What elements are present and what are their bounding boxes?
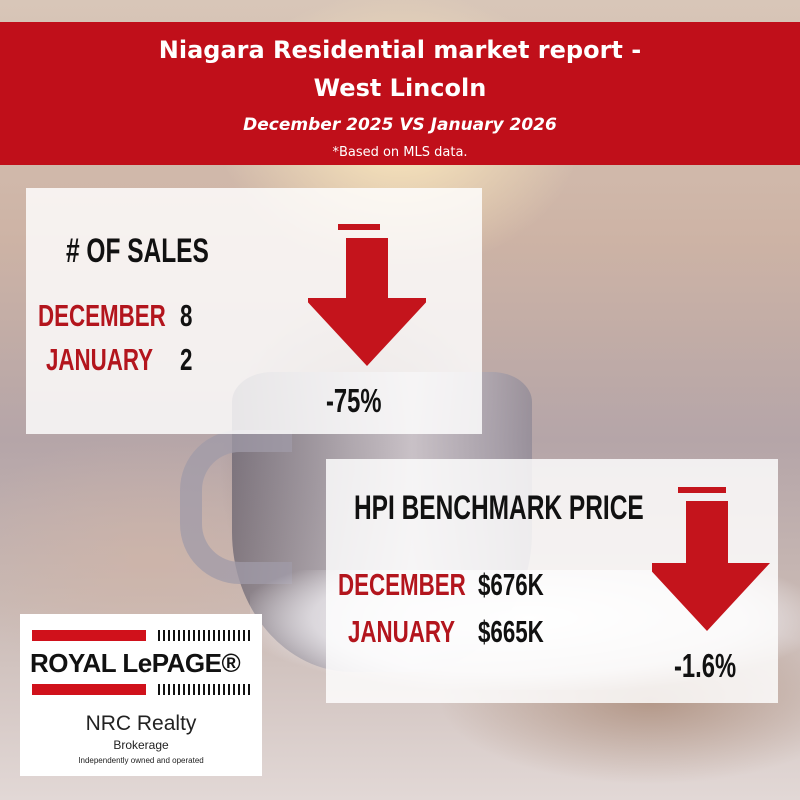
logo-barcode-stripes bbox=[158, 630, 250, 641]
sales-card: # OF SALES DECEMBER 8 JANUARY 2 -75% bbox=[26, 188, 482, 434]
logo-brand-name: ROYAL LePAGE® bbox=[30, 648, 241, 678]
logo-red-bar bbox=[32, 630, 146, 641]
down-arrow-icon bbox=[652, 487, 770, 631]
hpi-value: $676K bbox=[478, 567, 544, 602]
report-title-line2: West Lincoln bbox=[313, 74, 487, 102]
brokerage-logo: ROYAL LePAGE® NRC Realty Brokerage Indep… bbox=[20, 614, 262, 776]
logo-barcode-stripes bbox=[158, 684, 250, 695]
sales-value: 2 bbox=[180, 342, 193, 377]
title-banner: Niagara Residential market report - West… bbox=[0, 22, 800, 165]
mug-handle-image bbox=[180, 430, 292, 584]
sales-heading: # OF SALES bbox=[66, 232, 209, 270]
logo-brokerage-label: Brokerage bbox=[113, 738, 169, 752]
sales-change-percent: -75% bbox=[326, 382, 382, 419]
hpi-card: HPI BENCHMARK PRICE DECEMBER $676K JANUA… bbox=[326, 459, 778, 703]
hpi-change-percent: -1.6% bbox=[674, 647, 737, 684]
logo-office-name: NRC Realty bbox=[85, 712, 197, 735]
sales-value: 8 bbox=[180, 298, 193, 333]
hpi-month-label: JANUARY bbox=[348, 614, 456, 649]
data-source-note: *Based on MLS data. bbox=[332, 145, 468, 160]
logo-red-bar bbox=[32, 684, 146, 695]
report-title-line1: Niagara Residential market report - bbox=[158, 36, 642, 64]
logo-tagline: Independently owned and operated bbox=[78, 756, 204, 765]
hpi-month-label: DECEMBER bbox=[338, 567, 466, 602]
hpi-heading: HPI BENCHMARK PRICE bbox=[354, 489, 644, 527]
hpi-value: $665K bbox=[478, 614, 544, 649]
down-arrow-icon bbox=[308, 224, 426, 366]
sales-month-label: DECEMBER bbox=[38, 298, 166, 333]
sales-month-label: JANUARY bbox=[46, 342, 154, 377]
report-period: December 2025 VS January 2026 bbox=[243, 115, 557, 135]
